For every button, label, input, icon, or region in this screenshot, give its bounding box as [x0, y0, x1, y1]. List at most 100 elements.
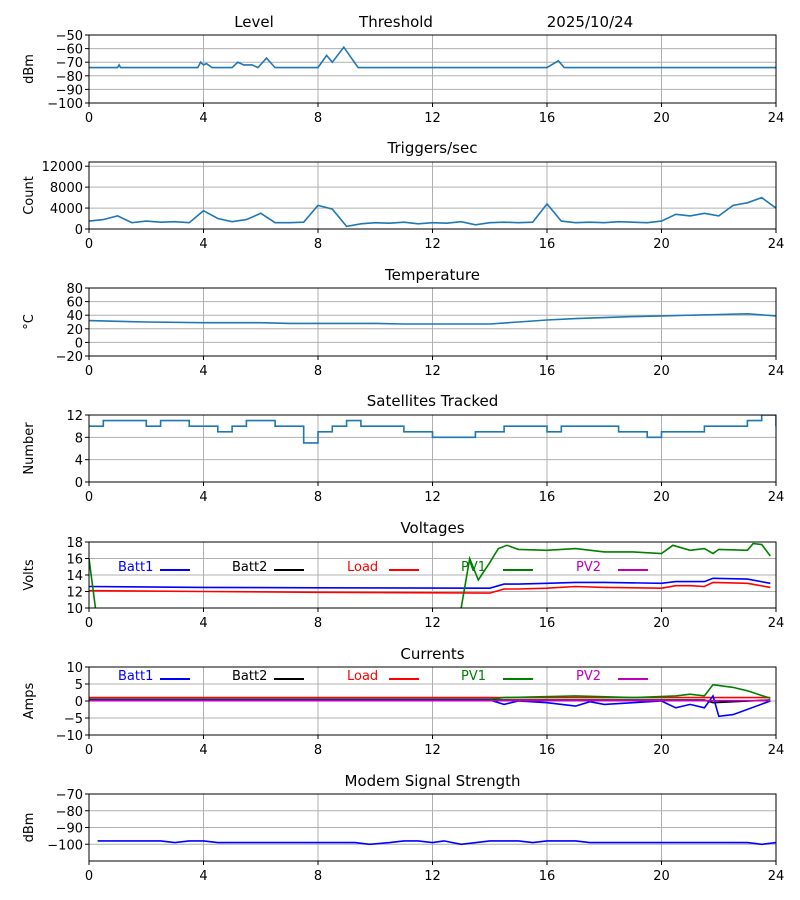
- series-line-batt1: [89, 577, 771, 590]
- x-tick-label: 4: [199, 237, 207, 252]
- x-tick-label: 8: [314, 111, 322, 126]
- plot-frame: [88, 666, 777, 736]
- y-tick-label: 0: [75, 695, 83, 710]
- x-tick-label: 8: [314, 869, 322, 884]
- y-tick-label: −100: [47, 838, 83, 853]
- x-tick-label: 16: [539, 743, 556, 758]
- x-tick-label: 20: [653, 364, 670, 379]
- legend: Batt1 Batt2 Load PV1 PV2: [118, 560, 648, 575]
- legend-label-batt1: Batt1: [118, 669, 153, 684]
- y-tick-label: −20: [56, 350, 83, 365]
- y-tick-label: 20: [66, 323, 83, 338]
- x-tick-label: 4: [199, 111, 207, 126]
- x-tick-label: 0: [85, 111, 93, 126]
- panel-level: 0 4 8 12 16 20 24 −100−90−80−70−60−50 dBm: [22, 29, 784, 126]
- panel-modem: 0 4 8 12 16 20 24 −100−90 −80 −70 Modem Signal Str…: [22, 772, 784, 884]
- plot-frame: [88, 34, 777, 104]
- chart-title: Modem Signal Strength: [345, 772, 521, 790]
- y-axis-label: dBm: [22, 54, 37, 84]
- x-tick-label: 24: [768, 364, 785, 379]
- x-tick-label: 8: [314, 237, 322, 252]
- plot-frame: [88, 287, 777, 357]
- y-tick-label: 10: [66, 661, 83, 676]
- x-tick-label: 24: [768, 743, 785, 758]
- x-tick-label: 8: [314, 364, 322, 379]
- legend: Batt1 Batt2 Load PV1 PV2: [118, 669, 648, 684]
- x-tick-label: 16: [539, 111, 556, 126]
- x-tick-label: 16: [539, 364, 556, 379]
- x-tick-label: 8: [314, 490, 322, 505]
- y-tick-label: 60: [66, 296, 83, 311]
- y-tick-label: 40: [66, 309, 83, 324]
- header-threshold-label: Threshold: [358, 13, 433, 31]
- y-tick-label: 8000: [50, 181, 83, 196]
- x-tick-label: 16: [539, 869, 556, 884]
- y-tick-label: −50: [56, 29, 83, 44]
- series-line-triggers: [89, 196, 776, 228]
- y-tick-label: −60: [56, 43, 83, 58]
- x-tick-label: 12: [424, 111, 441, 126]
- y-tick-label: −80: [56, 805, 83, 820]
- y-tick-label: 4000: [50, 202, 83, 217]
- y-tick-label: −90: [56, 83, 83, 98]
- y-tick-label: −70: [56, 788, 83, 803]
- y-tick-label: 12: [66, 409, 83, 424]
- series-line-level: [89, 45, 776, 69]
- x-tick-label: 0: [85, 869, 93, 884]
- series-line-satellites: [89, 415, 776, 444]
- x-tick-label: 20: [653, 237, 670, 252]
- x-tick-label: 24: [768, 869, 785, 884]
- x-tick-label: 20: [653, 111, 670, 126]
- chart-title: Triggers/sec: [387, 139, 478, 157]
- chart-title: Currents: [400, 645, 464, 663]
- x-tick-label: 4: [199, 616, 207, 631]
- x-tick-label: 24: [768, 237, 785, 252]
- series-line-modem: [97, 840, 776, 846]
- y-tick-label: 80: [66, 282, 83, 297]
- y-tick-label: 4: [75, 454, 83, 469]
- y-tick-label: 10: [66, 602, 83, 617]
- x-tick-label: 0: [85, 364, 93, 379]
- x-tick-label: 4: [199, 364, 207, 379]
- x-tick-label: 0: [85, 490, 93, 505]
- x-tick-label: 20: [653, 616, 670, 631]
- series-line-load: [89, 581, 771, 594]
- x-tick-label: 20: [653, 869, 670, 884]
- y-tick-label: −5: [64, 712, 83, 727]
- y-axis-label: Volts: [22, 559, 37, 591]
- chart-title: Satellites Tracked: [367, 392, 498, 410]
- plot-frame: [88, 541, 777, 609]
- panel-triggers: 0 4 8 12 16 20 24 0 4000 8000 12000 Triggers/sec Cou…: [22, 139, 784, 252]
- x-tick-label: 16: [539, 237, 556, 252]
- legend-label-pv2: PV2: [576, 560, 601, 575]
- x-tick-label: 12: [424, 743, 441, 758]
- x-tick-label: 24: [768, 490, 785, 505]
- y-tick-label: 12: [66, 586, 83, 601]
- x-tick-label: 4: [199, 869, 207, 884]
- y-tick-label: 0: [75, 336, 83, 351]
- y-axis-label: Count: [22, 176, 37, 215]
- y-tick-label: −10: [56, 729, 83, 744]
- x-tick-label: 4: [199, 743, 207, 758]
- y-tick-label: −100: [47, 97, 83, 112]
- legend-label-batt1: Batt1: [118, 560, 153, 575]
- y-axis-label: Amps: [22, 682, 37, 719]
- x-tick-label: 0: [85, 616, 93, 631]
- x-tick-label: 8: [314, 616, 322, 631]
- x-tick-label: 16: [539, 616, 556, 631]
- y-tick-label: 18: [66, 536, 83, 551]
- y-tick-label: −70: [56, 56, 83, 71]
- x-tick-label: 8: [314, 743, 322, 758]
- series-line-temperature: [89, 312, 776, 325]
- y-tick-label: 14: [66, 569, 83, 584]
- x-tick-label: 24: [768, 111, 785, 126]
- x-tick-label: 12: [424, 616, 441, 631]
- y-tick-label: 12000: [42, 160, 83, 175]
- y-tick-label: 16: [66, 553, 83, 568]
- series-line-pv1: [89, 542, 771, 608]
- x-tick-label: 4: [199, 490, 207, 505]
